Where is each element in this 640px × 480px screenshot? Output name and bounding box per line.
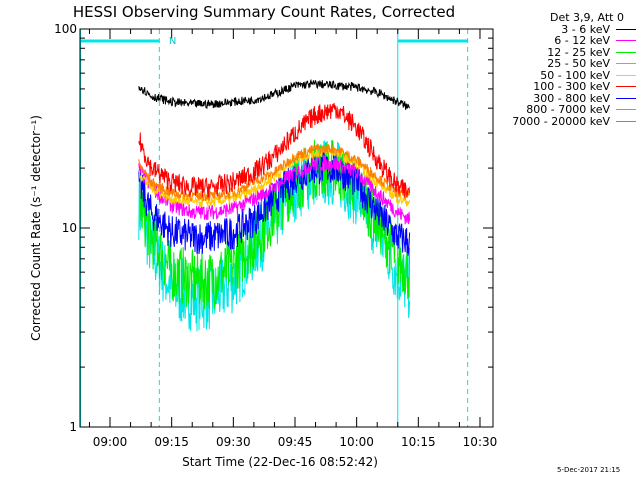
legend-item: 800 - 7000 keV	[460, 104, 638, 116]
legend-item: 25 - 50 keV	[460, 58, 638, 70]
legend-item: 3 - 6 keV	[460, 22, 638, 36]
x-tick-label: 09:30	[216, 435, 251, 449]
legend-swatch	[616, 51, 636, 53]
legend-label: 300 - 800 keV	[533, 91, 610, 105]
legend-header: Det 3,9, Att 0	[550, 11, 624, 24]
legend-label: 7000 - 20000 keV	[512, 114, 610, 128]
legend-item: 50 - 100 keV	[460, 68, 638, 82]
series-line-6-12-kev	[138, 155, 411, 225]
legend-label: 50 - 100 keV	[540, 68, 610, 82]
y-tick-label: 100	[54, 22, 77, 36]
series-line-100-300-kev	[138, 102, 411, 198]
chart-title: HESSI Observing Summary Count Rates, Cor…	[73, 3, 455, 21]
legend-swatch	[616, 86, 636, 88]
series-line-300-800-kev	[138, 151, 411, 256]
x-axis-label: Start Time (22-Dec-16 08:52:42)	[182, 455, 378, 469]
x-tick-label: 09:00	[93, 435, 128, 449]
legend-item: 6 - 12 keV	[460, 35, 638, 47]
series-group	[138, 78, 411, 332]
y-axis: 1 10 100	[54, 22, 493, 434]
x-tick-label: 10:00	[339, 435, 374, 449]
series-line-3-6-kev	[138, 78, 411, 110]
x-tick-label: 09:45	[278, 435, 313, 449]
x-axis: 09:00 09:15 09:30 09:45 10:00 10:15 10:30	[88, 29, 498, 449]
legend-label: 100 - 300 keV	[533, 80, 610, 93]
legend-swatch	[616, 97, 636, 99]
legend-label: 6 - 12 keV	[554, 34, 610, 47]
series-line-800-7000-kev	[138, 143, 411, 203]
x-tick-label: 10:15	[401, 435, 436, 449]
x-tick-label: 09:15	[154, 435, 189, 449]
legend-item: 100 - 300 keV	[460, 81, 638, 93]
legend-swatch	[616, 28, 636, 30]
legend-item: 300 - 800 keV	[460, 91, 638, 105]
legend-swatch	[616, 63, 636, 65]
legend-swatch	[616, 109, 636, 111]
y-tick-label: 10	[62, 221, 77, 235]
legend-item: 12 - 25 keV	[460, 45, 638, 59]
series-line-50-100-kev	[138, 146, 411, 207]
y-axis-label: Corrected Count Rate (s⁻¹ detector⁻¹)	[29, 115, 43, 341]
legend-label: 12 - 25 keV	[547, 45, 610, 59]
legend-rows: 3 - 6 keV 6 - 12 keV 12 - 25 keV 25 - 50 ke…	[460, 22, 638, 128]
y-tick-label: 1	[69, 420, 77, 434]
legend-label: 800 - 7000 keV	[526, 103, 610, 116]
legend-item: 7000 - 20000 keV	[460, 114, 638, 128]
legend-label: 25 - 50 keV	[547, 57, 610, 70]
legend-label: 3 - 6 keV	[561, 22, 610, 36]
x-tick-label: 10:30	[463, 435, 498, 449]
legend-swatch	[616, 120, 636, 122]
legend: Det 3,9, Att 0 3 - 6 keV 6 - 12 keV 12 - 2…	[460, 12, 638, 127]
footer-timestamp: 5-Dec-2017 21:15	[557, 466, 621, 474]
legend-swatch	[616, 40, 636, 42]
legend-swatch	[616, 74, 636, 76]
night-marker-label: N	[169, 36, 176, 47]
